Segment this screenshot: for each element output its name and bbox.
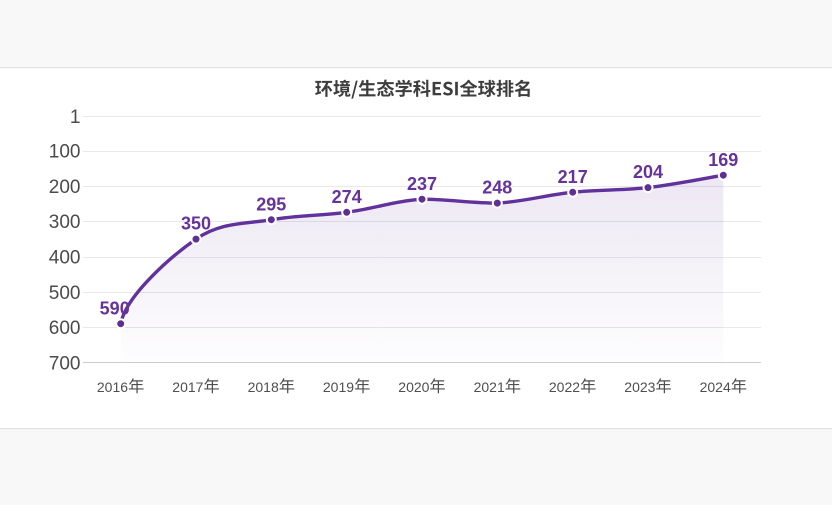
svg-text:200: 200 [49, 177, 81, 198]
svg-text:2017: 2017 [172, 379, 203, 395]
svg-text:237: 237 [407, 174, 437, 194]
svg-text:274: 274 [332, 187, 362, 207]
svg-text:590: 590 [100, 298, 130, 318]
svg-text:100: 100 [49, 142, 81, 163]
svg-text:204: 204 [633, 162, 663, 182]
svg-text:350: 350 [181, 214, 211, 234]
svg-text:295: 295 [256, 194, 286, 214]
svg-text:500: 500 [49, 283, 81, 304]
svg-text:400: 400 [49, 248, 81, 269]
svg-text:2022: 2022 [549, 379, 580, 395]
svg-text:2020: 2020 [398, 379, 429, 395]
svg-text:2018: 2018 [248, 379, 279, 395]
svg-text:169: 169 [708, 150, 738, 170]
svg-text:700: 700 [49, 353, 81, 374]
svg-text:2021: 2021 [474, 379, 505, 395]
svg-text:2023: 2023 [624, 379, 655, 395]
svg-text:2019: 2019 [323, 379, 354, 395]
svg-text:600: 600 [49, 318, 81, 339]
svg-text:1: 1 [70, 107, 81, 128]
svg-text:2016: 2016 [97, 379, 128, 395]
svg-text:2024: 2024 [700, 379, 731, 395]
svg-text:300: 300 [49, 212, 81, 233]
svg-text:248: 248 [482, 178, 512, 198]
svg-text:217: 217 [558, 167, 588, 187]
